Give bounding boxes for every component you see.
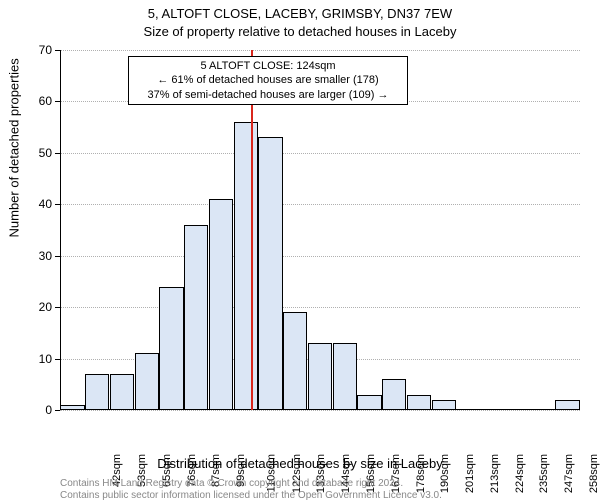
- y-axis-line: [60, 50, 61, 410]
- ytick-label: 70: [22, 43, 52, 57]
- histogram-bar: [308, 343, 332, 410]
- histogram-bar: [481, 409, 505, 410]
- histogram-bar: [184, 225, 208, 410]
- histogram-bar: [506, 409, 530, 410]
- histogram-bar: [456, 409, 480, 410]
- callout-line-3: 37% of semi-detached houses are larger (…: [135, 88, 401, 102]
- gridline: [60, 307, 580, 308]
- ytick-label: 60: [22, 94, 52, 108]
- histogram-bar: [531, 409, 555, 410]
- chart-plot-area: 01020304050607042sqm53sqm65sqm76sqm87sqm…: [60, 50, 580, 410]
- histogram-bar: [159, 287, 183, 410]
- callout-box: 5 ALTOFT CLOSE: 124sqm← 61% of detached …: [128, 56, 408, 105]
- ytick-mark: [55, 410, 60, 411]
- gridline: [60, 256, 580, 257]
- histogram-bar: [60, 405, 84, 410]
- histogram-bar: [283, 312, 307, 410]
- ytick-label: 20: [22, 300, 52, 314]
- histogram-bar: [110, 374, 134, 410]
- histogram-bar: [135, 353, 159, 410]
- gridline: [60, 204, 580, 205]
- credit-line-2: Contains public sector information licen…: [60, 490, 442, 501]
- histogram-bar: [382, 379, 406, 410]
- gridline: [60, 410, 580, 411]
- y-axis-label: Number of detached properties: [7, 58, 22, 237]
- histogram-bar: [85, 374, 109, 410]
- histogram-bar: [234, 122, 258, 410]
- gridline: [60, 50, 580, 51]
- histogram-bar: [209, 199, 233, 410]
- histogram-bar: [555, 400, 579, 410]
- callout-line-2: ← 61% of detached houses are smaller (17…: [135, 73, 401, 87]
- ytick-label: 40: [22, 197, 52, 211]
- page-subtitle: Size of property relative to detached ho…: [0, 24, 600, 39]
- histogram-bar: [407, 395, 431, 410]
- histogram-bar: [333, 343, 357, 410]
- x-axis-label: Distribution of detached houses by size …: [0, 456, 600, 471]
- histogram-bar: [357, 395, 381, 410]
- ytick-label: 30: [22, 249, 52, 263]
- histogram-bar: [258, 137, 282, 410]
- callout-line-1: 5 ALTOFT CLOSE: 124sqm: [135, 59, 401, 73]
- ytick-label: 50: [22, 146, 52, 160]
- gridline: [60, 153, 580, 154]
- ytick-label: 10: [22, 352, 52, 366]
- ytick-label: 0: [22, 403, 52, 417]
- page-title-address: 5, ALTOFT CLOSE, LACEBY, GRIMSBY, DN37 7…: [0, 6, 600, 21]
- histogram-bar: [432, 400, 456, 410]
- credit-line-1: Contains HM Land Registry data © Crown c…: [60, 478, 403, 489]
